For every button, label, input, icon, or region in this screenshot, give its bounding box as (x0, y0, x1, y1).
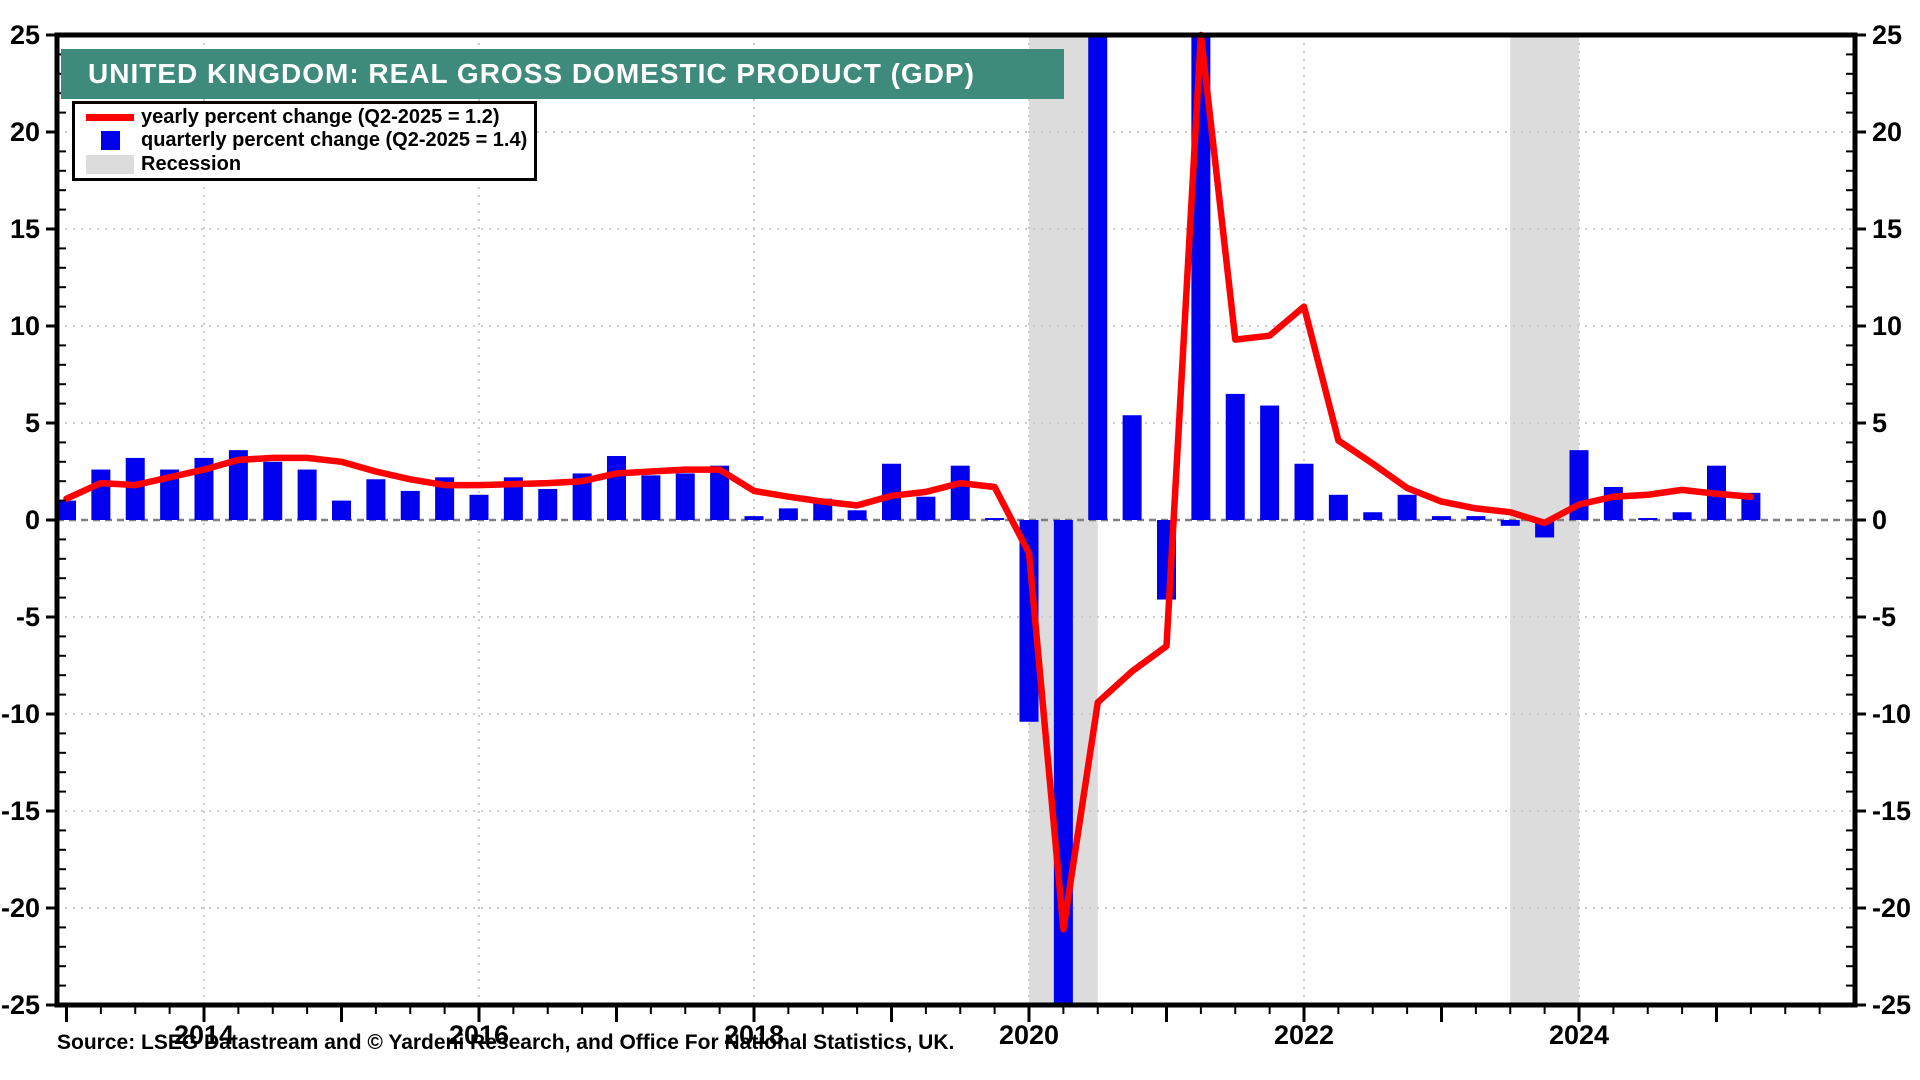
quarterly-bar (744, 516, 764, 520)
quarterly-bar (641, 475, 661, 520)
x-axis-year-label: 2016 (449, 1020, 509, 1050)
quarterly-bar (985, 518, 1005, 520)
chart-title-bar: UNITED KINGDOM: REAL GROSS DOMESTIC PROD… (61, 49, 1064, 99)
y-axis-tick-label-right: -25 (1872, 990, 1911, 1020)
quarterly-bar (91, 469, 111, 520)
quarterly-bar (160, 469, 180, 520)
quarterly-bar (1260, 405, 1280, 520)
quarterly-bar (1603, 487, 1623, 520)
quarterly-bar (1672, 512, 1692, 520)
y-axis-tick-label-left: 15 (10, 214, 40, 244)
y-axis-tick-label-left: -15 (1, 796, 40, 826)
quarterly-bar (675, 473, 695, 520)
quarterly-bar (882, 463, 901, 520)
y-axis-tick-label-left: -25 (1, 990, 40, 1020)
y-axis-tick-label-right: 0 (1872, 505, 1887, 535)
y-axis-tick-label-right: -15 (1872, 796, 1911, 826)
legend-row-yearly: yearly percent change (Q2-2025 = 1.2) (75, 106, 534, 129)
quarterly-bar (503, 477, 523, 520)
quarterly-bar (572, 473, 592, 520)
y-axis-tick-label-left: 10 (10, 311, 40, 341)
quarterly-bar (1122, 415, 1142, 520)
x-axis-year-label: 2022 (1274, 1020, 1334, 1050)
source-note: Source: LSEG Datastream and © Yardeni Re… (57, 1031, 955, 1054)
y-axis-tick-label-left: -20 (1, 893, 40, 923)
quarterly-bar (1088, 35, 1108, 520)
quarterly-bar (263, 461, 283, 520)
y-axis-tick-label-left: 5 (25, 408, 40, 438)
quarterly-bar (228, 450, 248, 520)
quarterly-bar (366, 479, 386, 520)
quarterly-bar (469, 494, 489, 520)
quarterly-bar (1328, 494, 1348, 520)
y-axis-tick-label-left: 0 (25, 505, 40, 535)
yearly-line (63, 31, 1755, 933)
quarterly-bar (607, 455, 626, 520)
quarterly-bar (1466, 516, 1486, 520)
quarterly-bar (1225, 393, 1245, 520)
y-axis-tick-label-left: 25 (10, 20, 40, 50)
quarterly-bar (778, 508, 798, 520)
x-axis-year-label: 2018 (724, 1020, 784, 1050)
quarterly-bar (847, 510, 867, 520)
quarterly-bar (916, 496, 936, 520)
yearly-line-swatch (86, 114, 134, 122)
x-axis-year-label: 2014 (174, 1020, 234, 1050)
plot-border (54, 32, 1858, 1008)
x-axis-year-label: 2024 (1549, 1020, 1609, 1050)
y-axis-tick-label-right: 5 (1872, 408, 1887, 438)
quarterly-bar (1432, 516, 1451, 520)
recession-swatch (86, 154, 134, 174)
legend-row-recession: Recession (75, 153, 534, 176)
legend-row-quarterly: quarterly percent change (Q2-2025 = 1.4) (75, 129, 534, 152)
legend-recession-label: Recession (141, 152, 242, 175)
y-axis-tick-label-right: 20 (1872, 117, 1902, 147)
quarterly-bar (297, 469, 317, 520)
quarterly-bar (538, 488, 558, 520)
y-axis-tick-label-left: -5 (16, 602, 40, 632)
quarterly-bar (400, 490, 420, 520)
y-axis-tick-label-right: 10 (1872, 311, 1902, 341)
legend-quarterly-label: quarterly percent change (Q2-2025 = 1.4) (141, 129, 528, 152)
quarterly-bar (950, 465, 970, 520)
quarterly-bar (57, 500, 76, 520)
y-axis-tick-label-right: -10 (1872, 699, 1911, 729)
x-axis-year-label: 2020 (999, 1020, 1059, 1050)
quarterly-bar (1638, 518, 1658, 520)
quarterly-bar (332, 500, 351, 520)
y-axis-tick-label-left: -10 (1, 699, 40, 729)
legend-yearly-label: yearly percent change (Q2-2025 = 1.2) (141, 106, 500, 129)
quarterly-bar (1363, 512, 1383, 520)
quarterly-bar (1741, 492, 1761, 520)
quarterly-bar-swatch (100, 131, 120, 151)
quarterly-bar (710, 465, 730, 520)
quarterly-bar (1397, 494, 1417, 520)
quarterly-bar (125, 457, 145, 520)
y-axis-tick-label-left: 20 (10, 117, 40, 147)
chart-legend: yearly percent change (Q2-2025 = 1.2) qu… (72, 101, 537, 181)
y-axis-tick-label-right: -20 (1872, 893, 1911, 923)
quarterly-bar (1294, 463, 1314, 520)
quarterly-bar (1500, 520, 1520, 526)
y-axis-tick-label-right: -5 (1872, 602, 1896, 632)
y-axis-tick-label-right: 15 (1872, 214, 1902, 244)
chart-title: UNITED KINGDOM: REAL GROSS DOMESTIC PROD… (88, 58, 975, 89)
y-axis-tick-label-right: 25 (1872, 20, 1902, 50)
